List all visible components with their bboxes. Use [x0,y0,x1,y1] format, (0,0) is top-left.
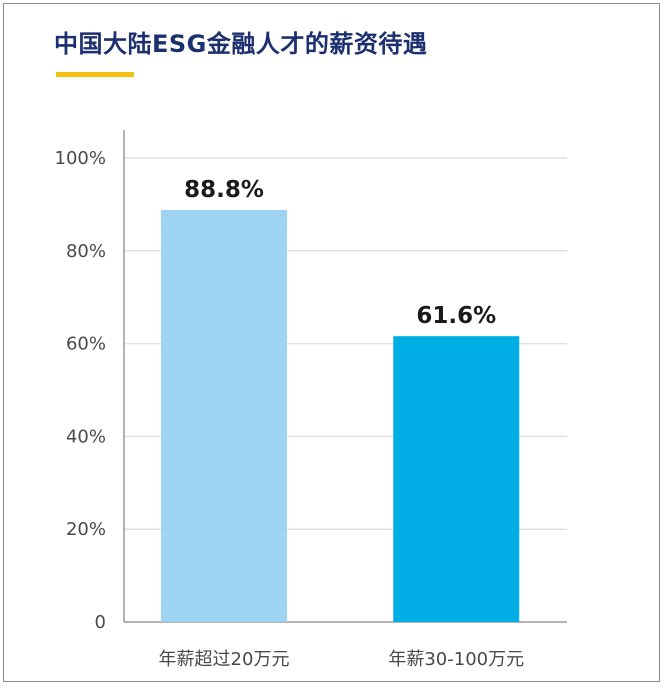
x-tick-label: 年薪超过20万元 [159,649,290,670]
data-label: 61.6% [416,303,496,329]
y-tick-label: 100% [55,148,106,169]
chart-title: 中国大陆ESG金融人才的薪资待遇 [54,30,428,58]
y-tick-label: 60% [66,334,106,355]
chart-frame: 中国大陆ESG金融人才的薪资待遇 [3,3,660,682]
title-accent-bar [56,72,134,77]
bar [161,209,287,622]
y-tick-label: 80% [66,241,106,262]
x-tick-label: 年薪30-100万元 [388,649,524,670]
y-tick-label: 20% [66,519,106,540]
y-tick-label: 0 [95,612,106,633]
y-tick-label: 40% [66,426,106,447]
bar [393,336,520,622]
data-label: 88.8% [184,177,264,203]
